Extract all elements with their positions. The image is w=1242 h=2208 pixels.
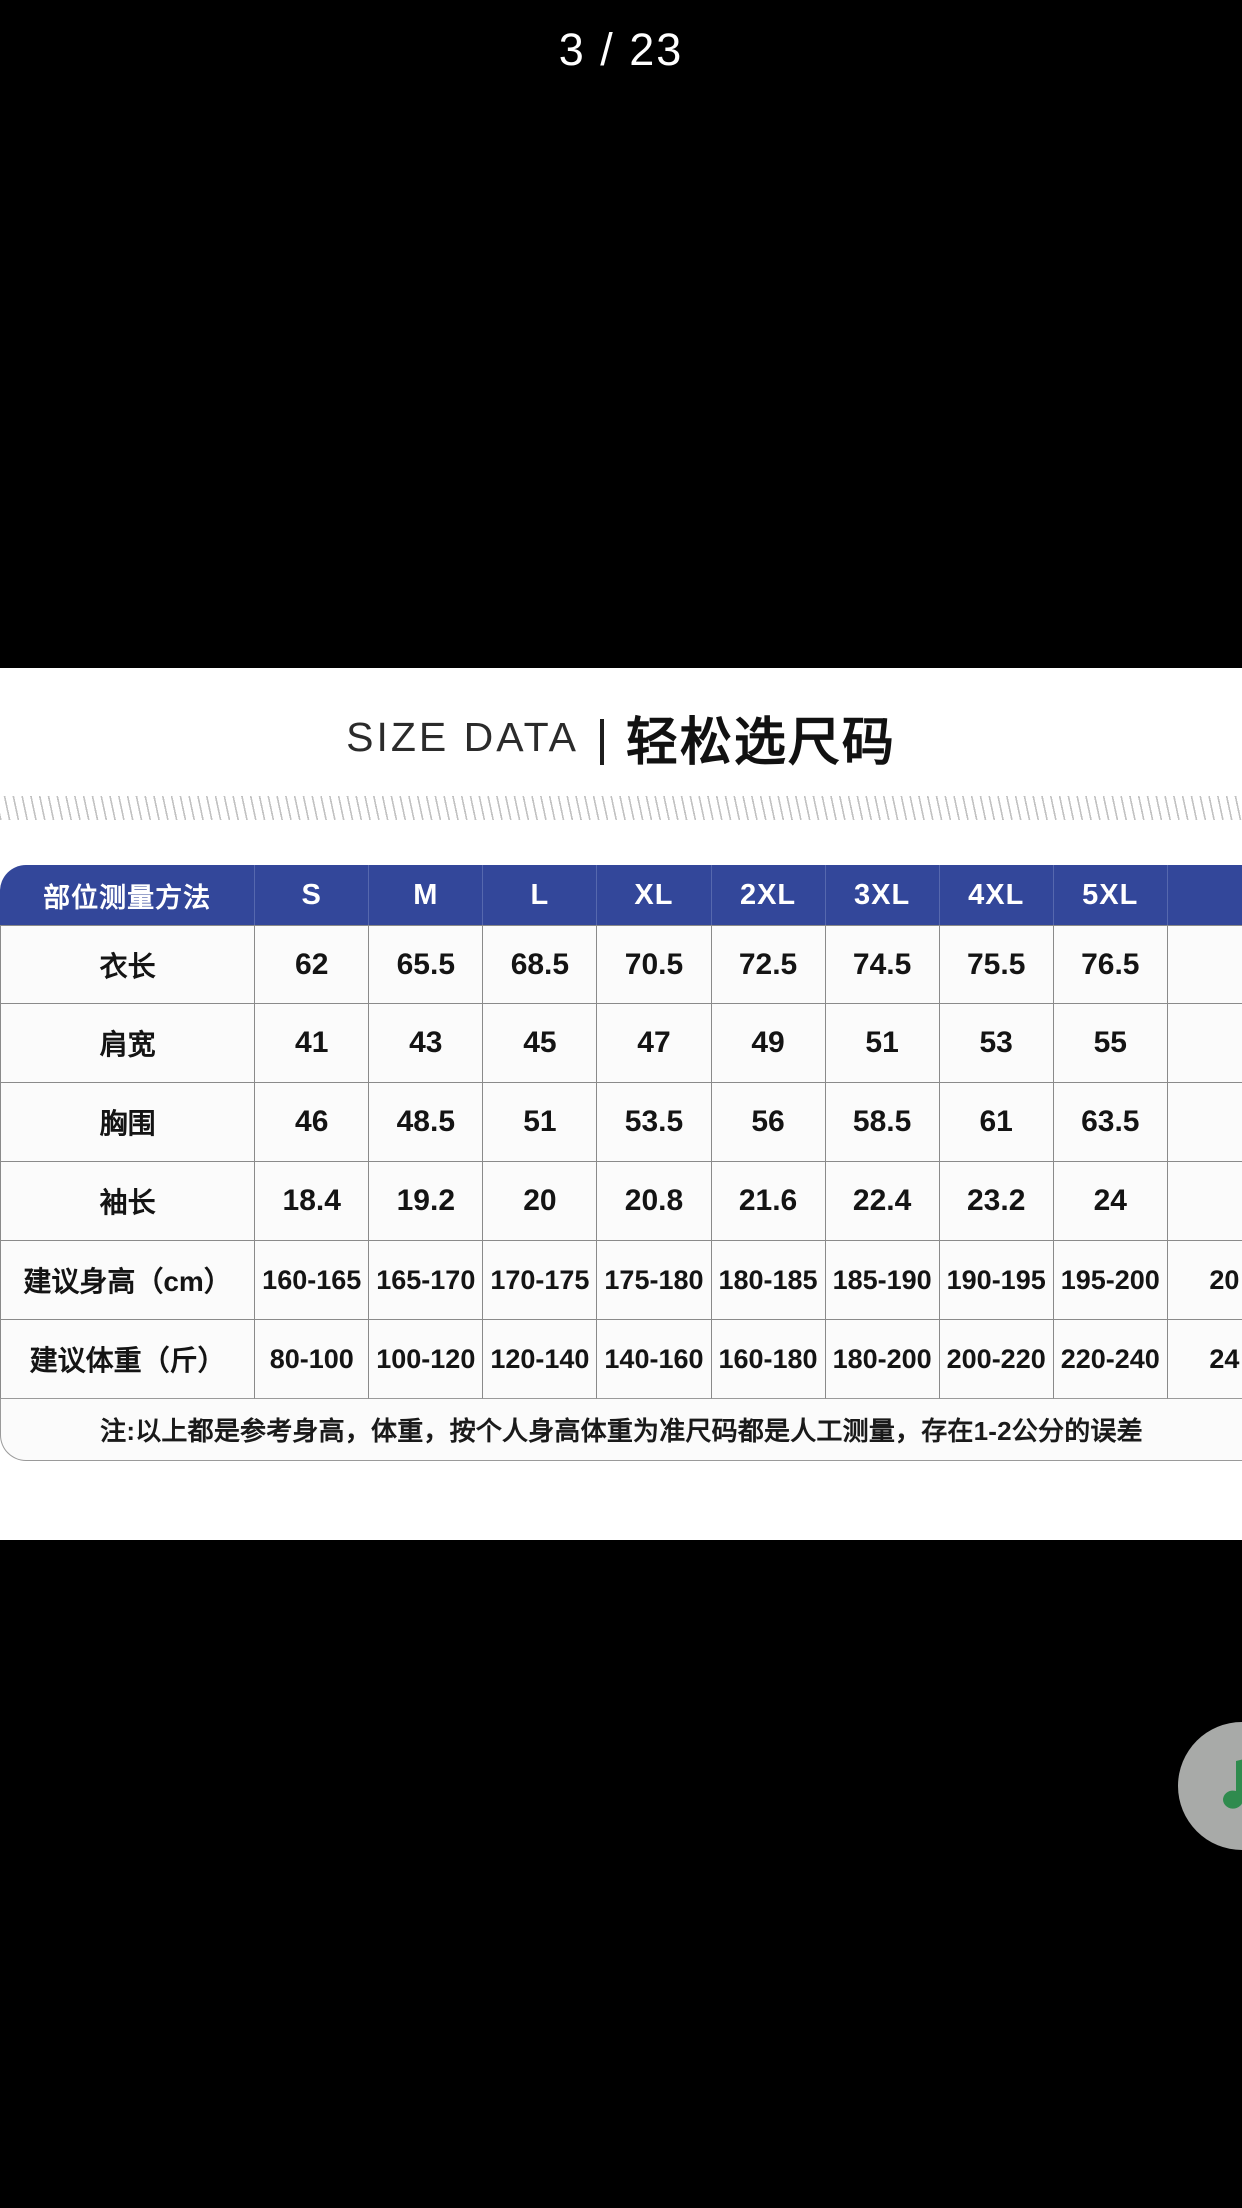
title-chinese: 轻松选尺码 bbox=[625, 714, 896, 772]
cell-weight-4xl: 200-220 bbox=[939, 1320, 1054, 1399]
title-english: SIZE DATA bbox=[346, 714, 579, 760]
cell-chest-4xl: 61 bbox=[939, 1083, 1054, 1162]
size-chart-panel: SIZE DATA 轻松选尺码 部位测量方法 S M L bbox=[0, 668, 1242, 1540]
cell-sleeve-length-s: 18.4 bbox=[255, 1162, 370, 1241]
cell-weight-m: 100-120 bbox=[369, 1320, 484, 1399]
header-cell-size-2xl: 2XL bbox=[711, 865, 826, 925]
header-cell-size-m: M bbox=[369, 865, 484, 925]
footnote-text: 注:以上都是参考身高，体重，按个人身高体重为准尺码都是人工测量，存在1-2公分的… bbox=[100, 1416, 1143, 1446]
size-table-container: 部位测量方法 S M L XL 2XL 3XL 4XL 5XL 衣长 bbox=[0, 865, 1242, 1485]
header-cell-size-4xl: 4XL bbox=[939, 865, 1054, 925]
cell-weight-cutoff: 24 bbox=[1167, 1320, 1242, 1399]
cell-height-s: 160-165 bbox=[255, 1241, 370, 1320]
header-cell-size-3xl: 3XL bbox=[825, 865, 940, 925]
cell-body-length-2xl: 72.5 bbox=[711, 925, 826, 1004]
cell-shoulder-width-5xl: 55 bbox=[1053, 1004, 1168, 1083]
cell-chest-m: 48.5 bbox=[369, 1083, 484, 1162]
cell-chest-3xl: 58.5 bbox=[825, 1083, 940, 1162]
cell-chest-s: 46 bbox=[255, 1083, 370, 1162]
hatch-divider bbox=[0, 796, 1242, 820]
cell-sleeve-length-3xl: 22.4 bbox=[825, 1162, 940, 1241]
cell-weight-5xl: 220-240 bbox=[1053, 1320, 1168, 1399]
cell-sleeve-length-xl: 20.8 bbox=[597, 1162, 712, 1241]
cell-height-cutoff: 20 bbox=[1167, 1241, 1242, 1320]
cell-chest-5xl: 63.5 bbox=[1053, 1083, 1168, 1162]
cell-height-m: 165-170 bbox=[369, 1241, 484, 1320]
cell-weight-s: 80-100 bbox=[255, 1320, 370, 1399]
cell-height-2xl: 180-185 bbox=[711, 1241, 826, 1320]
size-table: 部位测量方法 S M L XL 2XL 3XL 4XL 5XL 衣长 bbox=[0, 865, 1242, 1399]
table-row: 建议体重（斤） 80-100 100-120 120-140 140-160 1… bbox=[0, 1320, 1242, 1399]
table-row: 肩宽 41 43 45 47 49 51 53 55 bbox=[0, 1004, 1242, 1083]
cell-sleeve-length-cutoff bbox=[1167, 1162, 1242, 1241]
cell-sleeve-length-l: 20 bbox=[483, 1162, 598, 1241]
cell-shoulder-width-s: 41 bbox=[255, 1004, 370, 1083]
size-table-header-row: 部位测量方法 S M L XL 2XL 3XL 4XL 5XL bbox=[0, 865, 1242, 925]
row-label-shoulder-width: 肩宽 bbox=[0, 1004, 256, 1083]
row-label-sleeve-length: 袖长 bbox=[0, 1162, 256, 1241]
cell-body-length-l: 68.5 bbox=[483, 925, 598, 1004]
cell-weight-xl: 140-160 bbox=[597, 1320, 712, 1399]
header-cell-measure-method: 部位测量方法 bbox=[0, 865, 256, 925]
cell-body-length-xl: 70.5 bbox=[597, 925, 712, 1004]
table-row: 衣长 62 65.5 68.5 70.5 72.5 74.5 75.5 76.5 bbox=[0, 925, 1242, 1004]
cell-sleeve-length-4xl: 23.2 bbox=[939, 1162, 1054, 1241]
page-title: SIZE DATA 轻松选尺码 bbox=[0, 700, 1242, 775]
cell-body-length-5xl: 76.5 bbox=[1053, 925, 1168, 1004]
cell-body-length-s: 62 bbox=[255, 925, 370, 1004]
cell-weight-3xl: 180-200 bbox=[825, 1320, 940, 1399]
page-indicator-text: 3 / 23 bbox=[558, 24, 684, 75]
cell-height-3xl: 185-190 bbox=[825, 1241, 940, 1320]
cell-shoulder-width-2xl: 49 bbox=[711, 1004, 826, 1083]
music-toggle-button[interactable] bbox=[1178, 1722, 1242, 1850]
cell-chest-xl: 53.5 bbox=[597, 1083, 712, 1162]
cell-chest-l: 51 bbox=[483, 1083, 598, 1162]
cell-sleeve-length-m: 19.2 bbox=[369, 1162, 484, 1241]
cell-chest-2xl: 56 bbox=[711, 1083, 826, 1162]
cell-body-length-m: 65.5 bbox=[369, 925, 484, 1004]
size-table-footnote: 注:以上都是参考身高，体重，按个人身高体重为准尺码都是人工测量，存在1-2公分的… bbox=[0, 1399, 1242, 1461]
cell-body-length-3xl: 74.5 bbox=[825, 925, 940, 1004]
header-cell-size-5xl: 5XL bbox=[1053, 865, 1168, 925]
music-note-icon bbox=[1223, 1759, 1242, 1809]
header-cell-size-xl: XL bbox=[597, 865, 712, 925]
cell-sleeve-length-5xl: 24 bbox=[1053, 1162, 1168, 1241]
title-divider-bar bbox=[600, 718, 605, 765]
row-label-recommended-weight: 建议体重（斤） bbox=[0, 1320, 256, 1399]
row-label-body-length: 衣长 bbox=[0, 925, 256, 1004]
size-table-body: 衣长 62 65.5 68.5 70.5 72.5 74.5 75.5 76.5… bbox=[0, 925, 1242, 1399]
cell-weight-2xl: 160-180 bbox=[711, 1320, 826, 1399]
cell-shoulder-width-xl: 47 bbox=[597, 1004, 712, 1083]
cell-sleeve-length-2xl: 21.6 bbox=[711, 1162, 826, 1241]
row-label-recommended-height: 建议身高（cm） bbox=[0, 1241, 256, 1320]
cell-shoulder-width-l: 45 bbox=[483, 1004, 598, 1083]
header-cell-size-s: S bbox=[255, 865, 370, 925]
row-label-chest: 胸围 bbox=[0, 1083, 256, 1162]
cell-height-xl: 175-180 bbox=[597, 1241, 712, 1320]
header-cell-size-cutoff bbox=[1167, 865, 1242, 925]
cell-body-length-4xl: 75.5 bbox=[939, 925, 1054, 1004]
cell-height-l: 170-175 bbox=[483, 1241, 598, 1320]
header-cell-size-l: L bbox=[483, 865, 598, 925]
table-row: 袖长 18.4 19.2 20 20.8 21.6 22.4 23.2 24 bbox=[0, 1162, 1242, 1241]
cell-body-length-cutoff bbox=[1167, 925, 1242, 1004]
cell-shoulder-width-m: 43 bbox=[369, 1004, 484, 1083]
cell-chest-cutoff bbox=[1167, 1083, 1242, 1162]
cell-shoulder-width-4xl: 53 bbox=[939, 1004, 1054, 1083]
cell-shoulder-width-cutoff bbox=[1167, 1004, 1242, 1083]
cell-height-4xl: 190-195 bbox=[939, 1241, 1054, 1320]
cell-weight-l: 120-140 bbox=[483, 1320, 598, 1399]
table-row: 胸围 46 48.5 51 53.5 56 58.5 61 63.5 bbox=[0, 1083, 1242, 1162]
page-indicator: 3 / 23 bbox=[0, 0, 1242, 100]
cell-shoulder-width-3xl: 51 bbox=[825, 1004, 940, 1083]
size-table-head: 部位测量方法 S M L XL 2XL 3XL 4XL 5XL bbox=[0, 865, 1242, 925]
cell-height-5xl: 195-200 bbox=[1053, 1241, 1168, 1320]
table-row: 建议身高（cm） 160-165 165-170 170-175 175-180… bbox=[0, 1241, 1242, 1320]
